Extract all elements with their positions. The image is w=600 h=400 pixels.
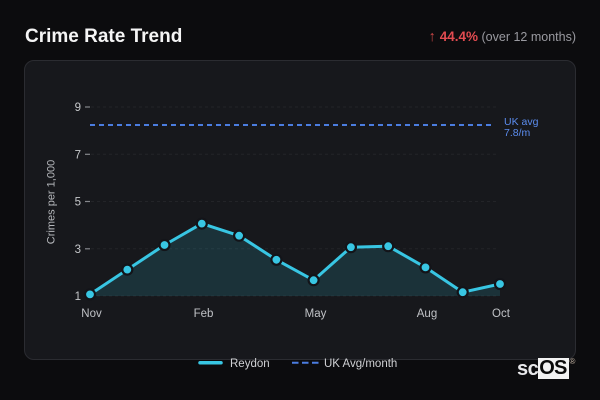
svg-text:Feb: Feb	[194, 308, 214, 320]
svg-text:1: 1	[75, 291, 81, 303]
svg-text:Crimes per 1,000: Crimes per 1,000	[46, 160, 58, 244]
svg-text:Reydon: Reydon	[230, 358, 270, 370]
svg-text:Aug: Aug	[417, 308, 437, 320]
svg-text:Oct: Oct	[492, 308, 511, 320]
svg-text:7: 7	[75, 149, 81, 161]
svg-text:5: 5	[75, 197, 81, 209]
svg-text:7.8/m: 7.8/m	[504, 127, 531, 139]
svg-text:UK avg: UK avg	[504, 116, 539, 128]
svg-text:3: 3	[75, 244, 81, 256]
svg-text:UK Avg/month: UK Avg/month	[324, 358, 397, 370]
svg-text:Nov: Nov	[81, 308, 102, 320]
svg-text:9: 9	[75, 102, 81, 114]
svg-text:May: May	[305, 308, 327, 320]
